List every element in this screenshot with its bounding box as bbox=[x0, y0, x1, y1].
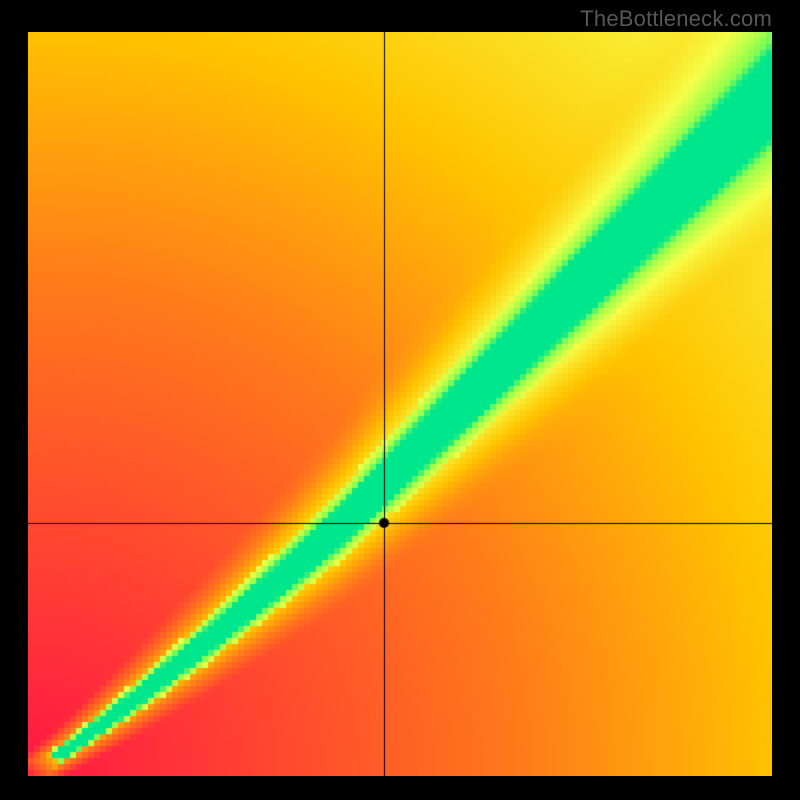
chart-container: TheBottleneck.com bbox=[0, 0, 800, 800]
watermark-text: TheBottleneck.com bbox=[580, 6, 772, 32]
heatmap-canvas bbox=[28, 32, 772, 776]
